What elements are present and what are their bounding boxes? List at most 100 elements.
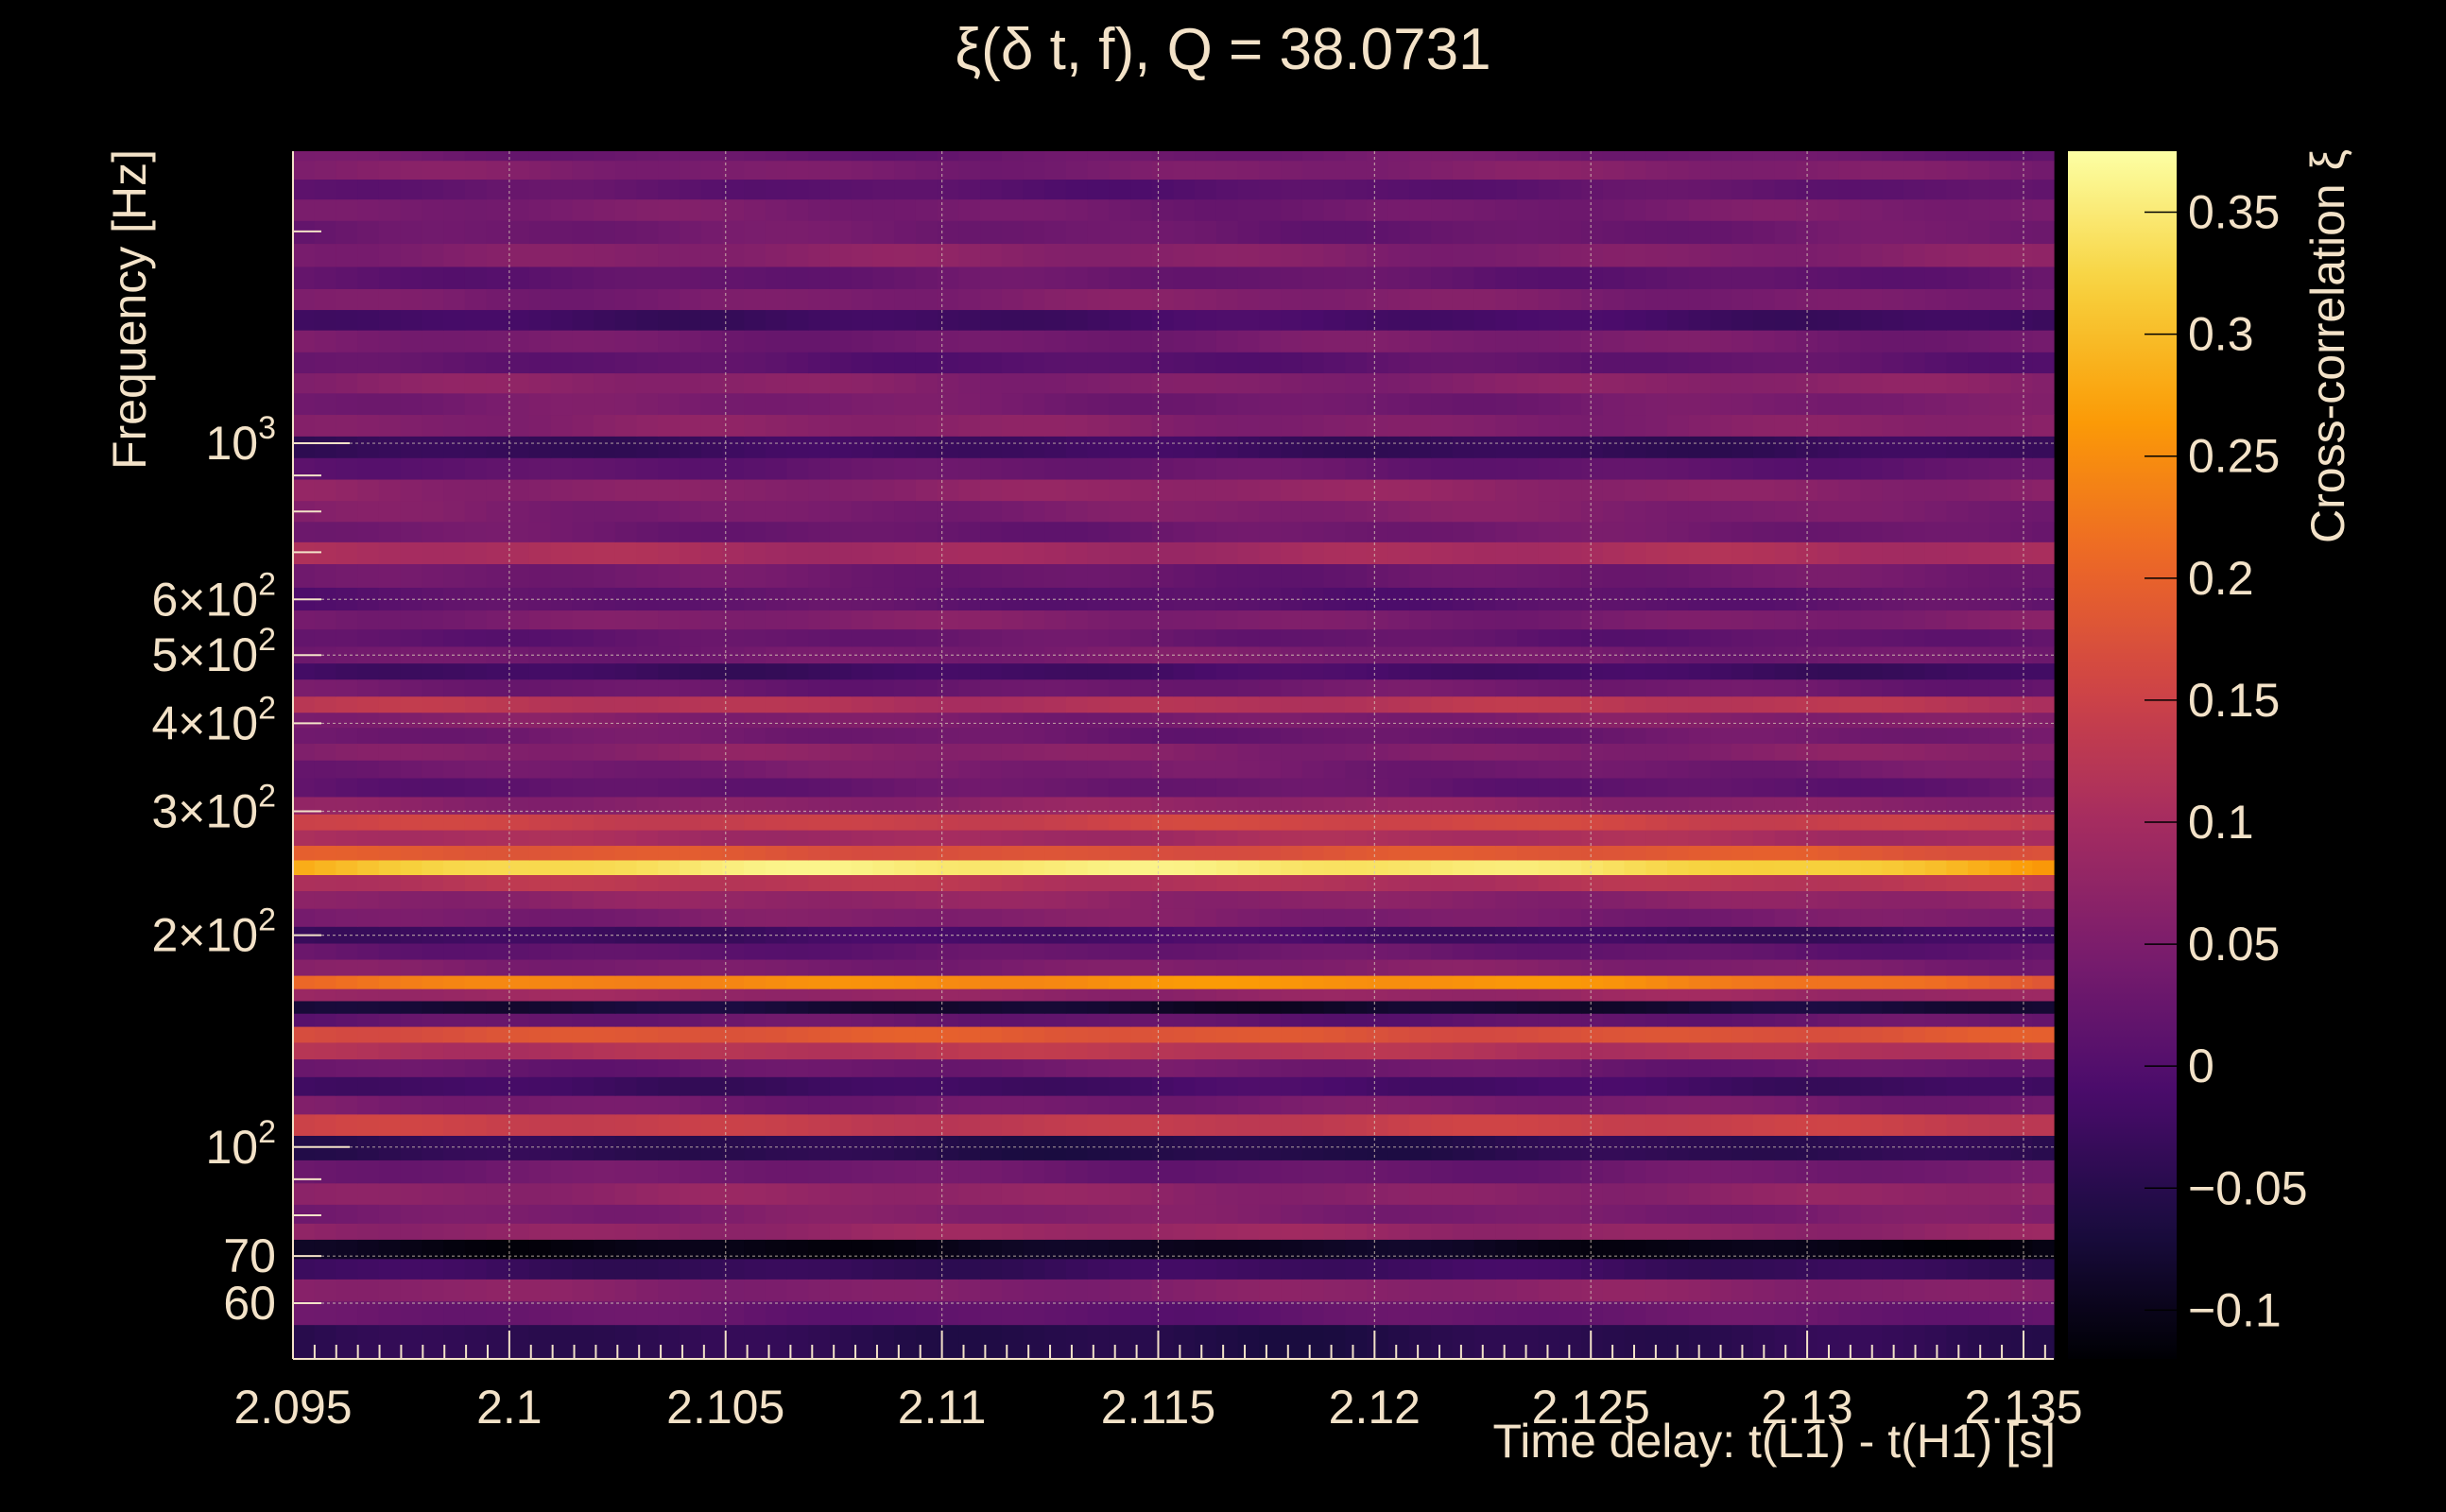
heatmap-cell [1215, 814, 1239, 831]
heatmap-cell [1495, 926, 1518, 944]
heatmap-cell [937, 1000, 959, 1014]
heatmap-cell [422, 1041, 444, 1060]
heatmap-cell [808, 587, 831, 611]
heatmap-cell [1968, 1182, 1990, 1205]
heatmap-cell [528, 266, 552, 289]
heatmap-cell [1387, 712, 1411, 729]
heatmap-cell [572, 392, 594, 416]
heatmap-cell [937, 958, 959, 976]
heatmap-cell [1366, 330, 1389, 352]
heatmap-cell [1130, 521, 1153, 542]
heatmap-cell [336, 243, 358, 267]
heatmap-cell [1087, 1182, 1110, 1205]
heatmap-cell [1452, 1013, 1475, 1027]
heatmap-cell [872, 541, 895, 564]
heatmap-cell [443, 1013, 466, 1027]
heatmap-cell [1065, 1279, 1089, 1302]
heatmap-cell [872, 908, 895, 927]
heatmap-cell [1366, 777, 1389, 798]
heatmap-cell [765, 958, 788, 976]
heatmap-cell [1924, 796, 1947, 815]
heatmap-cell [1301, 330, 1325, 352]
heatmap-cell [1431, 1204, 1454, 1224]
heatmap-cell [1924, 1113, 1947, 1136]
heatmap-cell [572, 266, 594, 289]
heatmap-cell [1817, 1324, 1840, 1360]
heatmap-cell [1968, 777, 1990, 798]
heatmap-cell [1023, 908, 1045, 927]
heatmap-cell [1624, 1324, 1646, 1360]
heatmap-cell [1667, 1135, 1690, 1160]
heatmap-cell [1882, 414, 1904, 437]
heatmap-cell [594, 288, 616, 311]
heatmap-cell [1215, 727, 1239, 745]
heatmap-cell [443, 541, 466, 564]
heatmap-cell [679, 1026, 702, 1043]
heatmap-cell [1387, 266, 1411, 289]
heatmap-cell [1023, 1239, 1045, 1260]
heatmap-cell [1989, 500, 2012, 523]
heatmap-cell [594, 1041, 616, 1060]
heatmap-cell [1559, 1095, 1582, 1115]
heatmap-cell [1001, 1135, 1025, 1160]
heatmap-cell [443, 610, 466, 630]
heatmap-cell [400, 1026, 422, 1043]
heatmap-cell [1281, 1279, 1303, 1302]
heatmap-cell [293, 958, 316, 976]
heatmap-cell [1688, 1026, 1712, 1043]
heatmap-cell [1173, 845, 1196, 861]
heatmap-cell [1301, 288, 1325, 311]
heatmap-cell [1087, 760, 1110, 779]
heatmap-cell [1151, 628, 1175, 647]
heatmap-cell [1301, 1223, 1325, 1240]
heatmap-cell [1989, 220, 2012, 245]
heatmap-cell [1903, 696, 1926, 713]
heatmap-cell [1559, 243, 1582, 267]
heatmap-cell [1517, 1058, 1540, 1077]
heatmap-cell [1452, 478, 1475, 502]
heatmap-cell [1731, 814, 1754, 831]
heatmap-cell [1023, 1223, 1045, 1240]
heatmap-cell [572, 727, 594, 745]
heatmap-cell [658, 330, 680, 352]
heatmap-cell [1409, 1279, 1432, 1302]
heatmap-cell [700, 890, 723, 909]
heatmap-cell [765, 1076, 788, 1096]
heatmap-cell [1109, 845, 1131, 861]
heatmap-cell [915, 796, 939, 815]
heatmap-cell [1323, 457, 1346, 480]
heatmap-cell [1345, 796, 1368, 815]
heatmap-cell [658, 777, 680, 798]
heatmap-cell [1774, 1239, 1797, 1260]
heatmap-cell [1065, 1160, 1089, 1184]
heatmap-cell [572, 500, 594, 523]
heatmap-cell [1151, 1279, 1175, 1302]
heatmap-cell [486, 845, 508, 861]
heatmap-cell [744, 1279, 767, 1302]
heatmap-cell [915, 1300, 939, 1326]
heatmap-cell [851, 610, 874, 630]
heatmap-cell [1001, 1160, 1025, 1184]
heatmap-cell [1431, 1135, 1454, 1160]
heatmap-cell [1345, 198, 1368, 221]
heatmap-cell [1065, 1076, 1089, 1096]
heatmap-cell [1796, 1182, 1818, 1205]
heatmap-cell [1387, 521, 1411, 542]
heatmap-cell [722, 1204, 745, 1224]
heatmap-cell [1624, 814, 1646, 831]
heatmap-cell [1366, 309, 1389, 331]
heatmap-cell [1130, 662, 1153, 680]
heatmap-cell [1452, 890, 1475, 909]
heatmap-cell [1495, 796, 1518, 815]
heatmap-cell [808, 1324, 831, 1360]
heatmap-cell [1237, 890, 1260, 909]
heatmap-cell [2010, 890, 2033, 909]
heatmap-cell [572, 942, 594, 960]
heatmap-cell [1431, 1300, 1454, 1326]
heatmap-cell [1559, 712, 1582, 729]
heatmap-cell [400, 645, 422, 664]
heatmap-cell [700, 1095, 723, 1115]
heatmap-cell [1581, 266, 1604, 289]
heatmap-cell [1130, 1026, 1153, 1043]
heatmap-cell [829, 890, 853, 909]
